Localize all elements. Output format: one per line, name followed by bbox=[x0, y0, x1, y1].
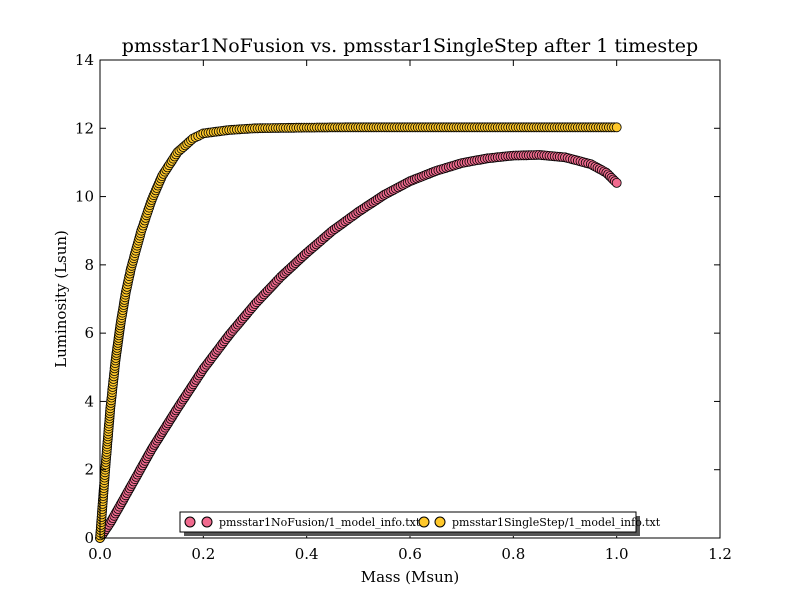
data-point bbox=[611, 177, 622, 188]
x-tick-label: 0.0 bbox=[88, 545, 112, 563]
y-tick-label: 2 bbox=[84, 461, 94, 479]
data-points bbox=[95, 122, 622, 543]
y-tick-label: 14 bbox=[75, 51, 94, 69]
x-tick-label: 0.2 bbox=[191, 545, 215, 563]
series-1 bbox=[95, 122, 622, 543]
series-0 bbox=[95, 149, 622, 543]
x-tick-label: 0.8 bbox=[501, 545, 525, 563]
y-tick-label: 4 bbox=[84, 392, 94, 410]
y-tick-label: 12 bbox=[75, 119, 94, 137]
y-tick-label: 10 bbox=[75, 188, 94, 206]
x-tick-label: 1.2 bbox=[708, 545, 732, 563]
x-tick-label: 1.0 bbox=[605, 545, 629, 563]
y-tick-label: 8 bbox=[84, 256, 94, 274]
legend-marker-singlestep-a bbox=[418, 516, 430, 528]
legend-box bbox=[179, 511, 637, 533]
legend: pmsstar1NoFusion/1_model_info.txt pmssta… bbox=[179, 511, 661, 536]
x-axis-label: Mass (Msun) bbox=[361, 568, 460, 586]
legend-marker-nofusion-b bbox=[201, 516, 213, 528]
legend-label-singlestep: pmsstar1SingleStep/1_model_info.txt bbox=[452, 516, 661, 529]
x-tick-label: 0.4 bbox=[295, 545, 319, 563]
y-axis-label: Luminosity (Lsun) bbox=[52, 230, 70, 368]
chart-title: pmsstar1NoFusion vs. pmsstar1SingleStep … bbox=[122, 35, 698, 57]
axis-ticks: 0.0 0.2 0.4 0.6 0.8 1.0 1.2 0 2 4 6 8 10 12 14 bbox=[75, 51, 732, 563]
x-tick-label: 0.6 bbox=[398, 545, 422, 563]
legend-marker-singlestep-b bbox=[434, 516, 446, 528]
data-point bbox=[611, 122, 622, 133]
y-tick-label: 6 bbox=[84, 324, 94, 342]
y-tick-label: 0 bbox=[84, 529, 94, 547]
legend-label-nofusion: pmsstar1NoFusion/1_model_info.txt bbox=[219, 516, 421, 529]
legend-marker-nofusion-a bbox=[184, 516, 196, 528]
